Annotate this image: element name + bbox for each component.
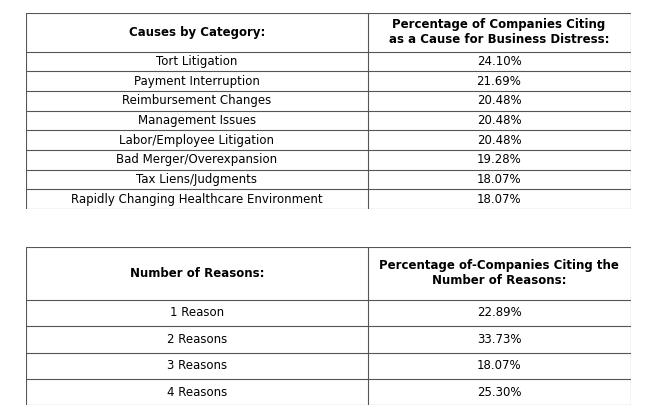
- Text: 3 Reasons: 3 Reasons: [166, 359, 227, 372]
- Text: 24.10%: 24.10%: [476, 55, 521, 68]
- Text: 1 Reason: 1 Reason: [170, 306, 224, 319]
- Text: 2 Reasons: 2 Reasons: [166, 333, 227, 346]
- Text: Payment Interruption: Payment Interruption: [134, 75, 260, 88]
- Text: Bad Merger/Overexpansion: Bad Merger/Overexpansion: [116, 153, 278, 166]
- Text: 19.28%: 19.28%: [476, 153, 521, 166]
- Text: Management Issues: Management Issues: [138, 114, 256, 127]
- Text: Labor/Employee Litigation: Labor/Employee Litigation: [119, 134, 274, 147]
- Text: 21.69%: 21.69%: [476, 75, 521, 88]
- Text: Percentage of Companies Citing
as a Cause for Business Distress:: Percentage of Companies Citing as a Caus…: [389, 18, 609, 46]
- Text: Number of Reasons:: Number of Reasons:: [129, 267, 264, 280]
- Text: 33.73%: 33.73%: [476, 333, 521, 346]
- Text: 20.48%: 20.48%: [476, 134, 521, 147]
- Text: Causes by Category:: Causes by Category:: [129, 25, 265, 39]
- Text: 4 Reasons: 4 Reasons: [166, 386, 227, 399]
- Text: Percentage of-Companies Citing the
Number of Reasons:: Percentage of-Companies Citing the Numbe…: [379, 259, 619, 287]
- Text: Tax Liens/Judgments: Tax Liens/Judgments: [136, 173, 257, 186]
- Text: 25.30%: 25.30%: [476, 386, 521, 399]
- Text: 18.07%: 18.07%: [476, 173, 521, 186]
- Text: 22.89%: 22.89%: [476, 306, 521, 319]
- Text: 18.07%: 18.07%: [476, 359, 521, 372]
- Text: Rapidly Changing Healthcare Environment: Rapidly Changing Healthcare Environment: [71, 193, 322, 206]
- Text: Tort Litigation: Tort Litigation: [156, 55, 237, 68]
- Text: 20.48%: 20.48%: [476, 114, 521, 127]
- Text: 20.48%: 20.48%: [476, 94, 521, 107]
- Text: 18.07%: 18.07%: [476, 193, 521, 206]
- Text: Reimbursement Changes: Reimbursement Changes: [122, 94, 272, 107]
